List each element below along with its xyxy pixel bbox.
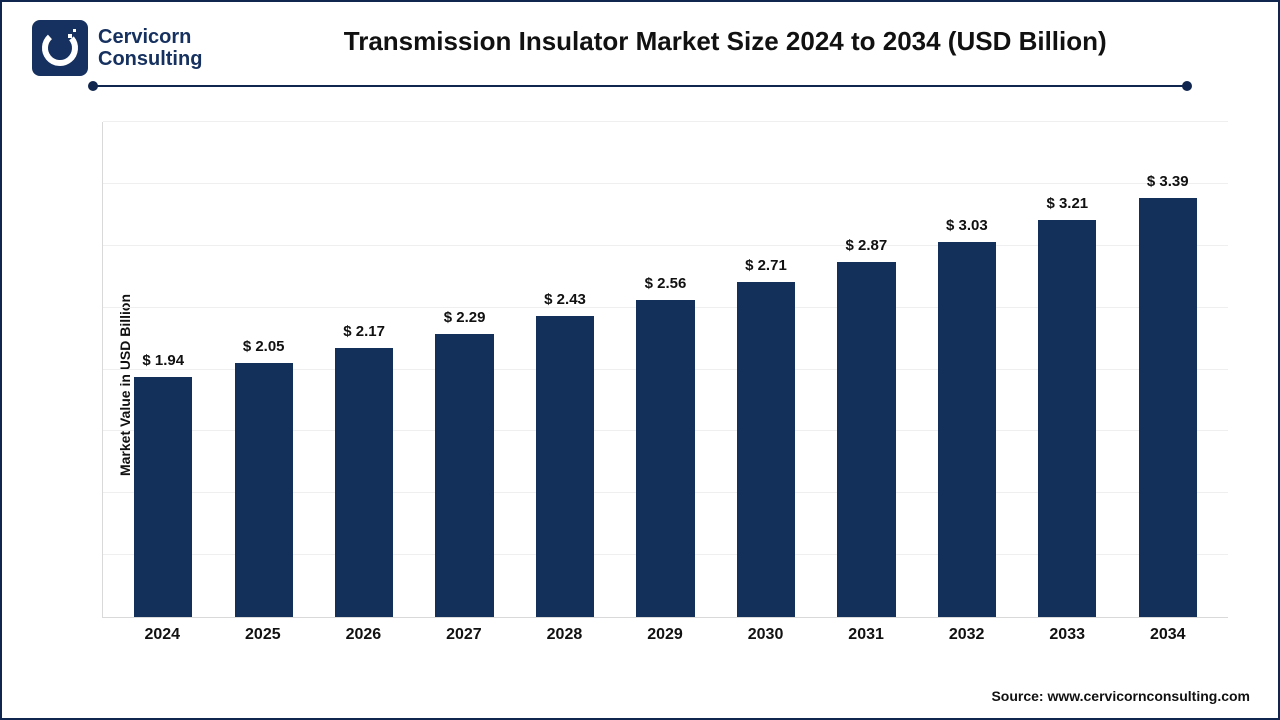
chart-title: Transmission Insulator Market Size 2024 …: [202, 20, 1248, 57]
bar-column: $ 3.21: [1017, 122, 1117, 617]
x-axis: 2024202520262027202820292030203120322033…: [102, 618, 1228, 658]
x-axis-label: 2033: [1017, 626, 1118, 644]
bar-rect: [235, 363, 293, 617]
brand-logo: Cervicorn Consulting: [32, 20, 202, 76]
bar-column: $ 2.43: [515, 122, 615, 617]
bar-value-label: $ 3.39: [1147, 173, 1189, 190]
bar-rect: [837, 262, 895, 617]
divider-line: [92, 85, 1188, 87]
bar-rect: [938, 242, 996, 617]
chart-frame: Cervicorn Consulting Transmission Insula…: [0, 0, 1280, 720]
bar-rect: [536, 316, 594, 617]
title-divider: [92, 80, 1188, 92]
bar-rect: [435, 334, 493, 617]
bar-column: $ 2.29: [414, 122, 514, 617]
bar-rect: [134, 377, 192, 617]
bar-column: $ 3.03: [917, 122, 1017, 617]
brand-name-line1: Cervicorn: [98, 26, 202, 48]
x-axis-label: 2034: [1117, 626, 1218, 644]
plot-area: $ 1.94 $ 2.05 $ 2.17 $ 2.29 $ 2.43 $ 2.56 $ 2.…: [102, 122, 1228, 618]
bar-rect: [636, 300, 694, 617]
brand-name-line2: Consulting: [98, 48, 202, 70]
bar-column: $ 1.94: [113, 122, 213, 617]
bar-rect: [335, 348, 393, 617]
x-axis-label: 2025: [213, 626, 314, 644]
bar-value-label: $ 2.87: [846, 237, 888, 254]
x-axis-label: 2026: [313, 626, 414, 644]
bar-rect: [1038, 220, 1096, 617]
bar-column: $ 2.05: [213, 122, 313, 617]
bar-value-label: $ 2.17: [343, 323, 385, 340]
bar-value-label: $ 2.43: [544, 291, 586, 308]
divider-dot-right: [1182, 81, 1192, 91]
bar-value-label: $ 1.94: [142, 352, 184, 369]
source-text: Source: www.cervicornconsulting.com: [991, 688, 1250, 704]
divider-dot-left: [88, 81, 98, 91]
x-axis-label: 2024: [112, 626, 213, 644]
bar-column: $ 2.56: [615, 122, 715, 617]
bar-rect: [1139, 198, 1197, 618]
chart-area: Market Value in USD Billion $ 1.94$ 2.05…: [42, 112, 1238, 658]
x-axis-label: 2028: [514, 626, 615, 644]
brand-logo-text: Cervicorn Consulting: [98, 26, 202, 70]
bar-value-label: $ 2.71: [745, 257, 787, 274]
bar-column: $ 2.17: [314, 122, 414, 617]
x-axis-label: 2027: [414, 626, 515, 644]
bar-value-label: $ 3.03: [946, 217, 988, 234]
bar-value-label: $ 2.05: [243, 338, 285, 355]
x-axis-label: 2029: [615, 626, 716, 644]
x-axis-label: 2031: [816, 626, 917, 644]
brand-c-icon: [40, 28, 80, 68]
bar-rect: [737, 282, 795, 617]
bar-value-label: $ 2.56: [645, 275, 687, 292]
bar-column: $ 2.87: [816, 122, 916, 617]
bar-column: $ 2.71: [716, 122, 816, 617]
x-axis-label: 2032: [916, 626, 1017, 644]
bar-value-label: $ 3.21: [1046, 195, 1088, 212]
x-axis-label: 2030: [715, 626, 816, 644]
bars-container: $ 1.94 $ 2.05 $ 2.17 $ 2.29 $ 2.43 $ 2.56 $ 2.…: [103, 122, 1228, 617]
bar-value-label: $ 2.29: [444, 309, 486, 326]
brand-logo-mark: [32, 20, 88, 76]
bar-column: $ 3.39: [1118, 122, 1218, 617]
